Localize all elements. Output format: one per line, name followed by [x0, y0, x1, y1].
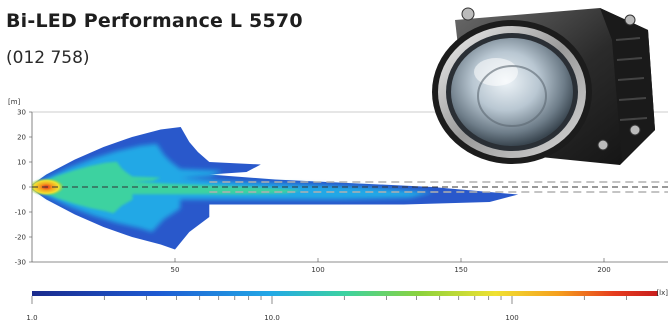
colorbar-tick-10: 10.0	[264, 314, 280, 322]
colorbar-tick-1: 1.0	[26, 314, 37, 322]
mounting-screw-icon	[461, 7, 641, 151]
colorbar-unit: [lx]	[656, 289, 668, 297]
x-tick-label: 50	[171, 266, 180, 274]
colorbar-ticks	[31, 296, 627, 304]
colorbar-tick-100: 100	[505, 314, 518, 322]
x-tick-label: 100	[311, 266, 324, 274]
y-tick-label: 10	[17, 159, 26, 167]
y-tick-label: 0	[22, 184, 26, 192]
product-title: Bi-LED Performance L 5570	[6, 10, 303, 32]
y-tick-label: 30	[17, 109, 26, 117]
y-axis-label: [m]	[8, 98, 21, 106]
product-part-number: (012 758)	[6, 48, 90, 68]
y-tick-label: -20	[15, 234, 26, 242]
beam-hot-spot	[32, 178, 65, 196]
y-tick-label: 20	[17, 134, 26, 142]
beam-pattern	[32, 127, 519, 250]
beam-inner-region	[34, 161, 303, 214]
y-tick-label: -30	[15, 259, 26, 267]
colorbar	[32, 291, 658, 296]
x-tick-label: 200	[597, 266, 610, 274]
y-tick-label: -10	[15, 209, 26, 217]
x-tick-label: 150	[454, 266, 467, 274]
